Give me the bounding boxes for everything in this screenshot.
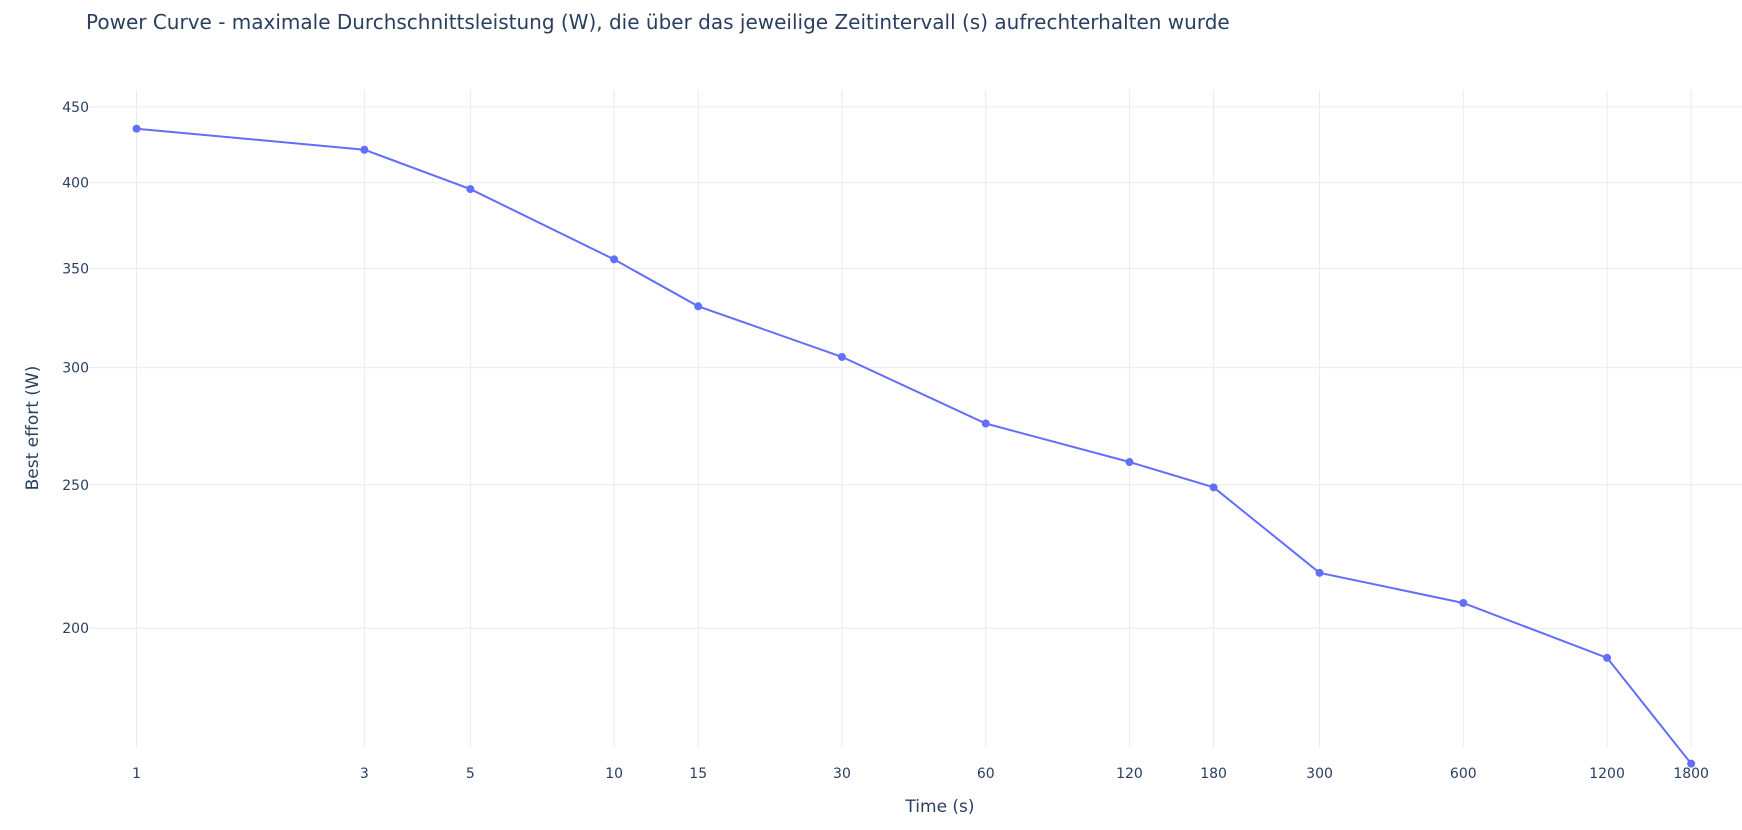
x-tick-label: 300 <box>1306 766 1333 782</box>
x-axis-ticks: 1 3 5 10 15 30 60 120 180 300 600 1200 1800 <box>132 766 1709 782</box>
y-tick-label: 350 <box>62 261 89 277</box>
x-tick-label: 1200 <box>1589 766 1625 782</box>
data-point <box>610 255 619 264</box>
data-point <box>466 185 475 194</box>
x-tick-label: 10 <box>605 766 623 782</box>
x-tick-label: 5 <box>466 766 475 782</box>
x-tick-label: 600 <box>1450 766 1477 782</box>
y-tick-label: 200 <box>62 621 89 637</box>
data-point <box>694 302 703 311</box>
data-point <box>837 352 846 361</box>
data-point <box>1125 458 1134 467</box>
x-tick-label: 15 <box>689 766 707 782</box>
data-point <box>132 124 141 133</box>
y-tick-label: 250 <box>62 478 89 494</box>
grid-lines <box>85 90 1742 748</box>
data-point <box>1209 483 1218 492</box>
x-tick-label: 60 <box>977 766 995 782</box>
data-point <box>981 419 990 428</box>
data-point <box>360 145 369 154</box>
series-line <box>136 127 1692 765</box>
y-tick-label: 400 <box>62 176 89 192</box>
y-tick-label: 450 <box>62 100 89 116</box>
data-point <box>1315 568 1324 577</box>
y-axis-ticks: 200 250 300 350 400 450 <box>62 100 89 637</box>
x-tick-label: 3 <box>360 766 369 782</box>
data-point <box>1603 653 1612 662</box>
y-tick-label: 300 <box>62 361 89 377</box>
x-tick-label: 180 <box>1200 766 1227 782</box>
y-axis-title: Best effort (W) <box>23 366 43 491</box>
data-point <box>1459 599 1468 608</box>
chart-title: Power Curve - maximale Durchschnittsleis… <box>86 10 1230 34</box>
x-tick-label: 30 <box>833 766 851 782</box>
x-tick-label: 1800 <box>1673 766 1709 782</box>
x-axis-title: Time (s) <box>904 797 974 817</box>
series-points <box>132 124 1696 768</box>
x-tick-label: 120 <box>1116 766 1143 782</box>
x-tick-label: 1 <box>132 766 141 782</box>
data-point <box>1687 759 1696 768</box>
